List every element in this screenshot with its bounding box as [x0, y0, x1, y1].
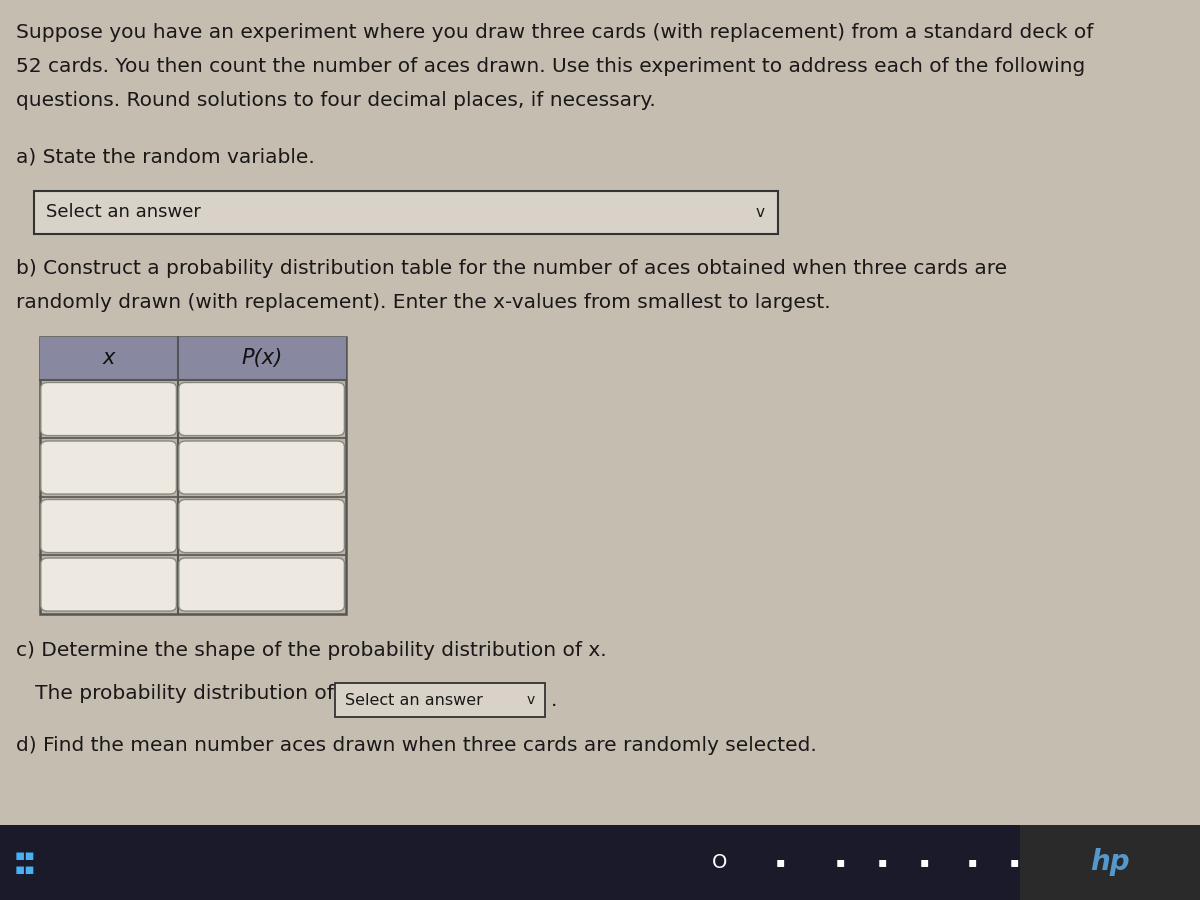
- Bar: [0, 825, 1200, 900]
- Text: O: O: [713, 853, 727, 872]
- Text: randomly drawn (with replacement). Enter the x-values from smallest to largest.: randomly drawn (with replacement). Enter…: [16, 293, 830, 312]
- Text: ▪: ▪: [775, 856, 785, 869]
- Bar: [40, 337, 346, 380]
- Text: ▪: ▪: [877, 856, 887, 869]
- Text: ▪: ▪: [1009, 856, 1019, 869]
- Bar: [40, 337, 346, 614]
- Text: questions. Round solutions to four decimal places, if necessary.: questions. Round solutions to four decim…: [16, 91, 655, 110]
- FancyBboxPatch shape: [41, 382, 176, 436]
- FancyBboxPatch shape: [41, 441, 176, 494]
- FancyBboxPatch shape: [41, 558, 176, 611]
- Bar: [335, 683, 545, 717]
- Text: v: v: [755, 205, 764, 220]
- Text: hp: hp: [1090, 849, 1130, 877]
- Text: P(x): P(x): [241, 348, 282, 368]
- Bar: [34, 191, 778, 234]
- FancyBboxPatch shape: [179, 441, 344, 494]
- Text: ▪: ▪: [919, 856, 929, 869]
- Text: The probability distribution of x is: The probability distribution of x is: [16, 684, 374, 703]
- Text: 52 cards. You then count the number of aces drawn. Use this experiment to addres: 52 cards. You then count the number of a…: [16, 57, 1085, 76]
- FancyBboxPatch shape: [179, 500, 344, 553]
- Text: a) State the random variable.: a) State the random variable.: [16, 148, 314, 166]
- FancyBboxPatch shape: [41, 500, 176, 553]
- Text: c) Determine the shape of the probability distribution of x.: c) Determine the shape of the probabilit…: [16, 641, 606, 660]
- Text: ▪▪
▪▪: ▪▪ ▪▪: [14, 848, 35, 877]
- Text: x: x: [102, 348, 115, 368]
- Text: v: v: [527, 693, 535, 707]
- Text: .: .: [551, 690, 558, 710]
- FancyBboxPatch shape: [179, 382, 344, 436]
- Text: Select an answer: Select an answer: [344, 693, 482, 707]
- Text: Suppose you have an experiment where you draw three cards (with replacement) fro: Suppose you have an experiment where you…: [16, 22, 1093, 41]
- FancyBboxPatch shape: [179, 558, 344, 611]
- Text: ▪: ▪: [967, 856, 977, 869]
- Text: b) Construct a probability distribution table for the number of aces obtained wh: b) Construct a probability distribution …: [16, 259, 1007, 278]
- Text: ▪: ▪: [835, 856, 845, 869]
- Text: d) Find the mean number aces drawn when three cards are randomly selected.: d) Find the mean number aces drawn when …: [16, 736, 816, 755]
- Text: Select an answer: Select an answer: [46, 203, 200, 221]
- Bar: [1020, 825, 1200, 900]
